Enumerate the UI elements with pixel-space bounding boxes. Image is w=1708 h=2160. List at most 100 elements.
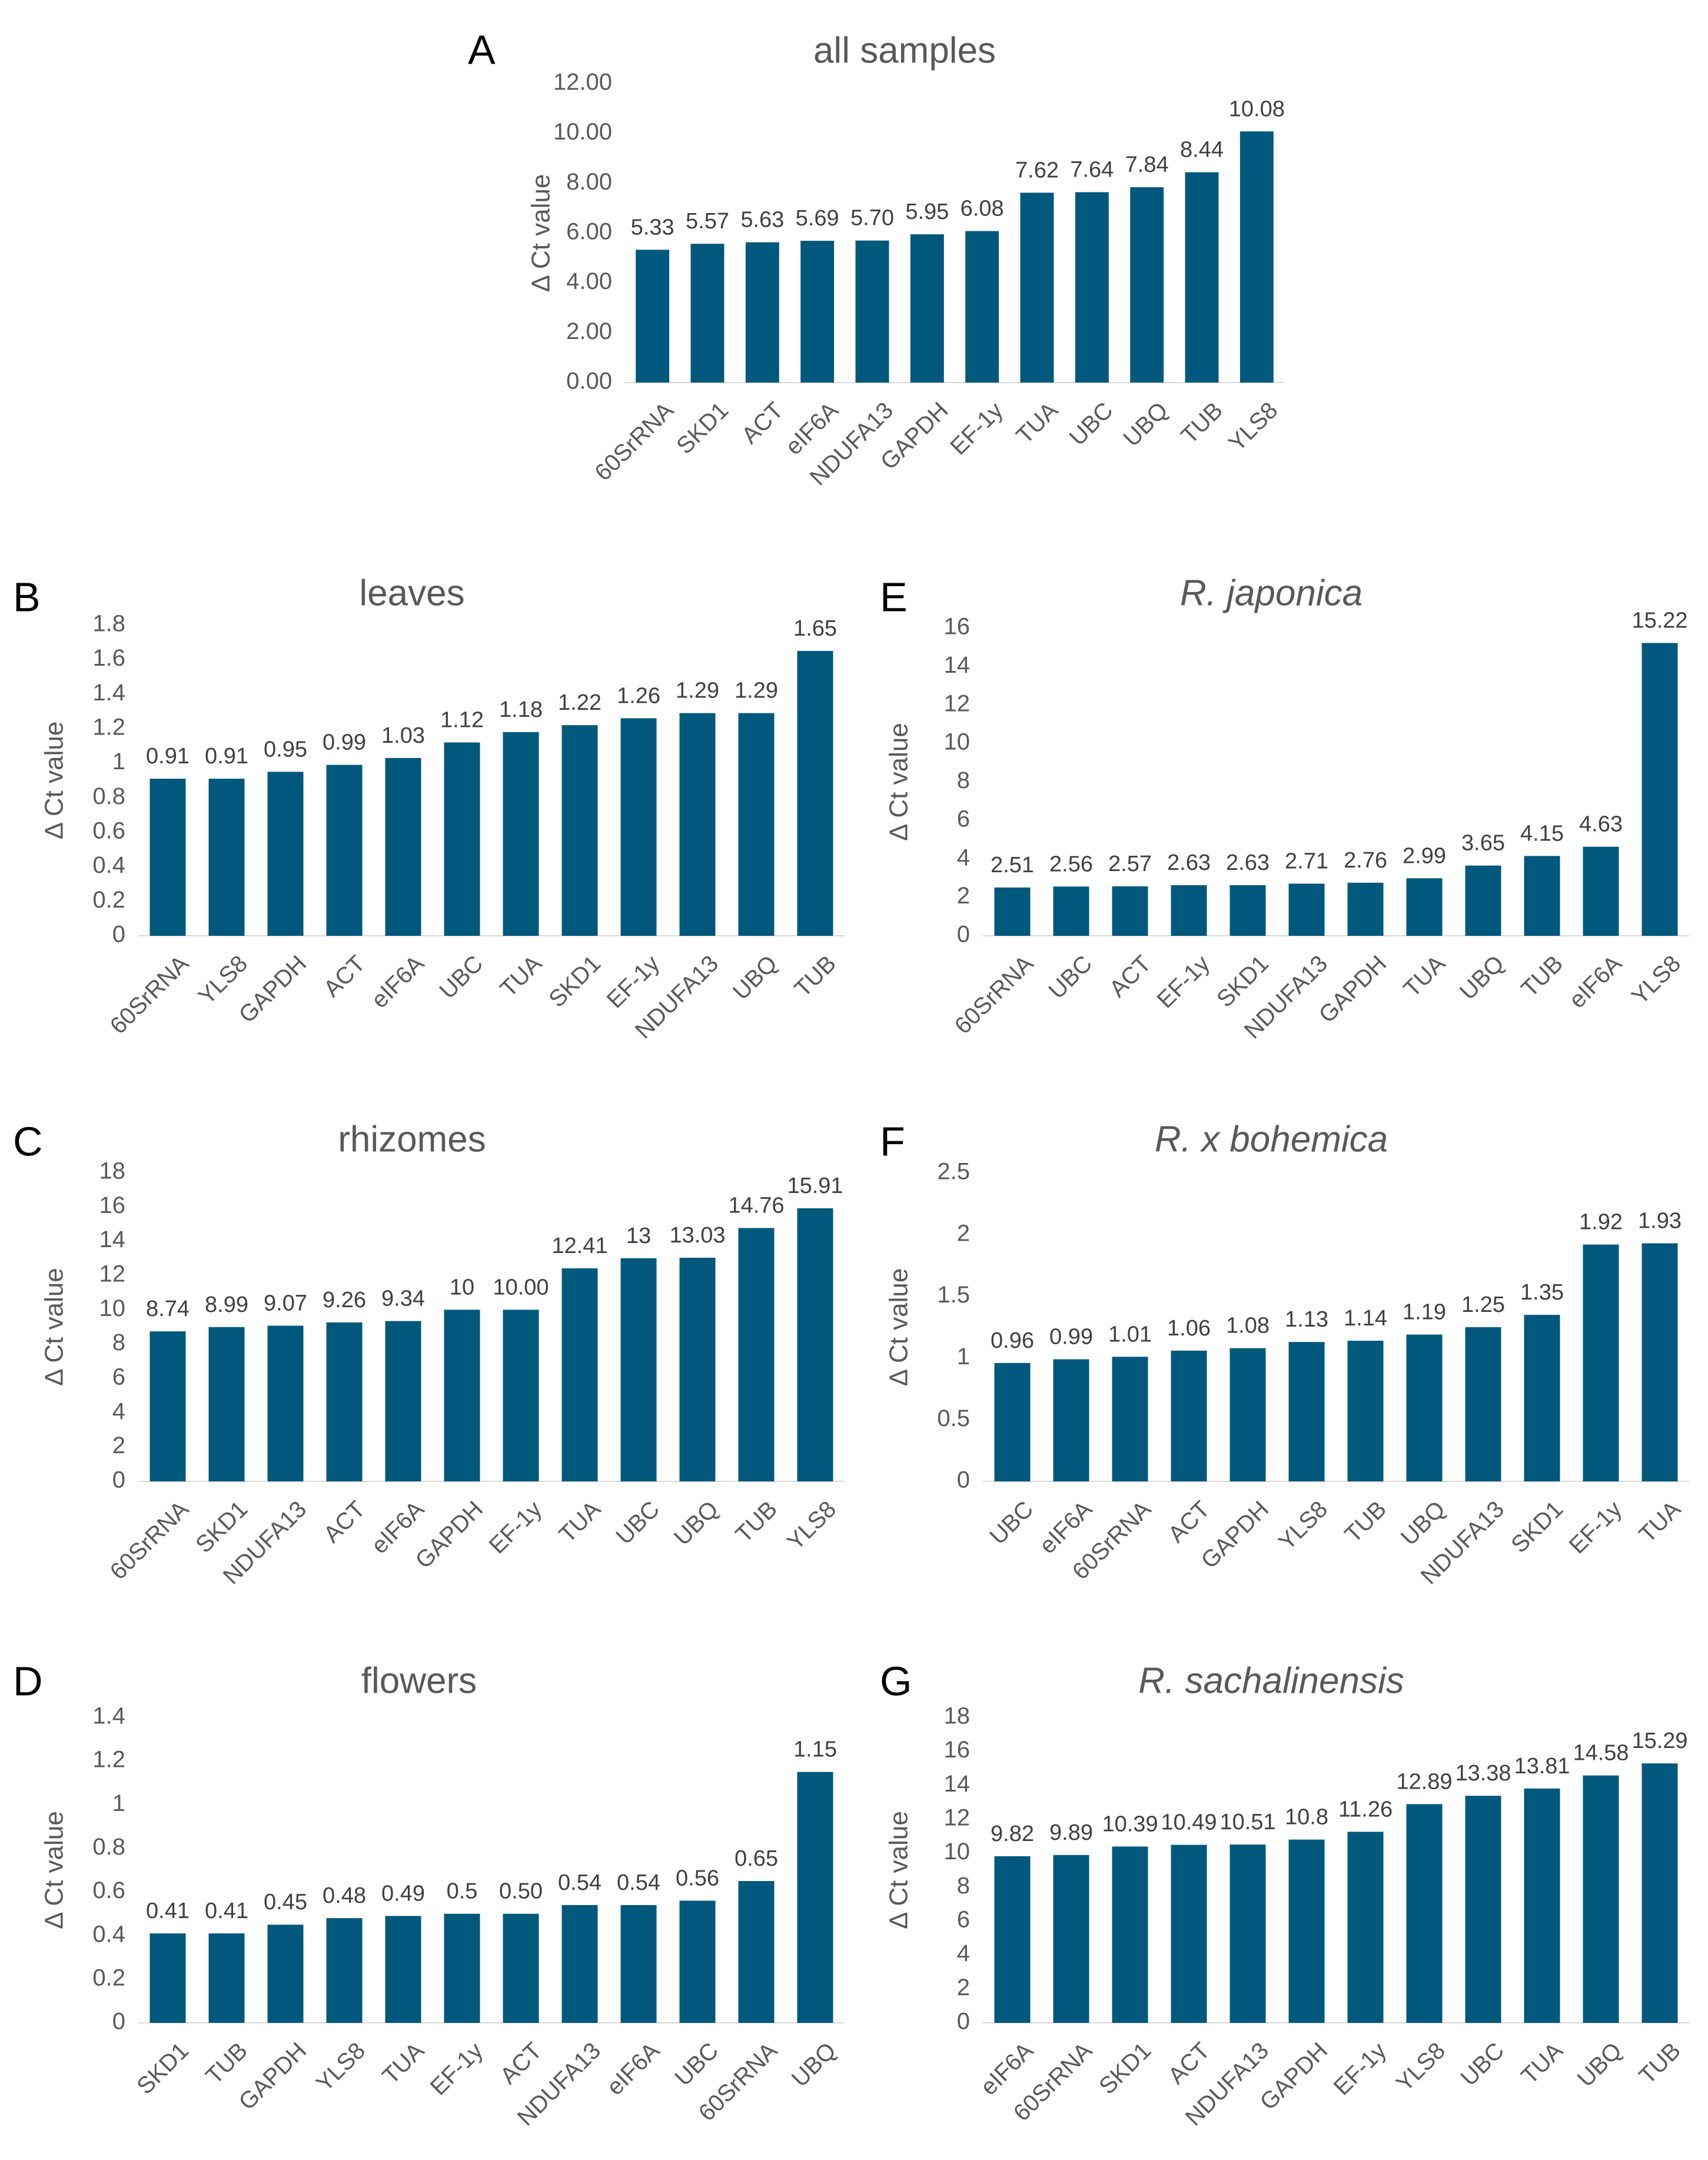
data-label: 5.95 <box>905 200 949 224</box>
bar-60srrna <box>1112 1357 1148 1481</box>
data-label: 0.5 <box>447 1879 478 1904</box>
bar-ndufa13 <box>267 1325 304 1481</box>
y-tick-label: 0 <box>957 1467 970 1493</box>
x-tick-label: TUA <box>1398 951 1450 1002</box>
data-label: 0.91 <box>146 744 190 769</box>
data-label: 13.03 <box>669 1223 725 1248</box>
data-label: 1.65 <box>793 616 837 641</box>
chart-panel-f: F R. x bohemica Δ Ct value 0 0.5 1 1.5 2 2.5 0.96… <box>880 1118 1689 1589</box>
y-tick-label: 10.00 <box>553 119 612 145</box>
y-tick-label: 4 <box>957 1940 970 1966</box>
x-tick-label: EF-1y <box>945 397 1008 460</box>
chart-title: flowers <box>361 1660 477 1701</box>
y-tick-label: 10 <box>944 729 971 755</box>
x-tick-label: UBQ <box>1118 397 1172 451</box>
data-label: 0.49 <box>381 1881 425 1906</box>
y-tick-label: 0.5 <box>937 1405 970 1431</box>
y-tick-label: 1 <box>112 1790 125 1816</box>
bar-ubq <box>797 1772 833 2023</box>
x-tick-label: ACT <box>1104 951 1156 1002</box>
bar-skd1 <box>208 1327 245 1481</box>
bar-yls8 <box>326 1918 363 2023</box>
x-tick-label: TUB <box>1516 951 1568 1002</box>
x-tick-label: TUA <box>377 2038 429 2089</box>
x-tick-label: UBC <box>611 1496 664 1550</box>
y-tick-label: 4 <box>957 845 970 870</box>
y-tick-label: 0 <box>112 1467 125 1493</box>
data-label: 0.65 <box>735 1846 778 1871</box>
y-tick-label: 6.00 <box>566 219 612 245</box>
y-axis-label: Δ Ct value <box>40 1268 69 1386</box>
data-label: 15.22 <box>1631 608 1687 633</box>
data-label: 1.14 <box>1344 1306 1387 1331</box>
bar-gapdh <box>267 772 304 936</box>
data-label: 0.45 <box>264 1890 307 1915</box>
x-tick-label: TUB <box>201 2038 252 2089</box>
y-tick-label: 12 <box>944 1805 971 1831</box>
data-label: 10.49 <box>1161 1810 1217 1835</box>
y-tick-label: 2 <box>112 1433 125 1458</box>
y-tick-label: 16 <box>944 1737 971 1763</box>
bar-ef-1y <box>620 718 657 936</box>
bar-tua <box>503 732 539 936</box>
data-label: 1.19 <box>1403 1300 1446 1325</box>
x-tick-label: YLS8 <box>1274 1496 1332 1555</box>
bar-tub <box>1185 172 1219 383</box>
y-tick-label: 1.2 <box>92 715 125 740</box>
x-tick-label: YLS8 <box>1391 2038 1450 2096</box>
bar-yls8 <box>797 1208 833 1481</box>
data-label: 1.01 <box>1108 1322 1152 1347</box>
y-tick-label: 6 <box>957 806 970 832</box>
x-tick-label: eIF6A <box>602 2038 665 2101</box>
bar-ubq <box>738 713 775 936</box>
y-tick-label: 2 <box>957 883 970 909</box>
y-tick-label: 1.2 <box>92 1747 125 1773</box>
data-label: 0.41 <box>205 1899 248 1923</box>
y-tick-label: 0.6 <box>92 1877 125 1903</box>
data-label: 10.39 <box>1102 1812 1158 1836</box>
data-label: 15.29 <box>1631 1729 1687 1753</box>
bar-yls8 <box>1288 1342 1325 1481</box>
x-tick-label: eIF6A <box>1564 951 1627 1013</box>
data-label: 0.99 <box>1049 1324 1093 1349</box>
data-label: 2.63 <box>1226 850 1270 875</box>
y-axis-label: Δ Ct value <box>885 1268 913 1387</box>
bar-60srrna <box>636 250 670 383</box>
y-tick-label: 8.00 <box>566 169 612 195</box>
panel-letter: F <box>880 1118 905 1164</box>
bar-skd1 <box>690 244 725 383</box>
x-tick-label: UBQ <box>787 2038 841 2092</box>
bar-ndufa13 <box>1465 1327 1501 1481</box>
data-label: 5.57 <box>686 209 729 234</box>
data-label: 1.06 <box>1167 1316 1211 1341</box>
bar-ubc <box>1075 192 1109 383</box>
bar-ndufa13 <box>679 713 716 936</box>
x-tick-label: SKD1 <box>544 951 606 1012</box>
y-tick-label: 14 <box>944 652 971 678</box>
data-label: 7.62 <box>1015 158 1059 182</box>
data-label: 8.44 <box>1180 138 1224 162</box>
bar-ndufa13 <box>1230 1844 1266 2023</box>
x-tick-label: EF-1y <box>484 1496 547 1559</box>
bar-act <box>326 765 363 936</box>
bar-gapdh <box>267 1925 304 2023</box>
data-label: 0.95 <box>264 737 307 762</box>
y-tick-label: 0 <box>112 2009 125 2035</box>
y-tick-label: 8 <box>957 767 970 793</box>
y-tick-label: 18 <box>99 1158 126 1184</box>
x-tick-label: TUA <box>1011 397 1063 449</box>
y-tick-label: 12 <box>944 690 971 716</box>
y-tick-label: 1 <box>112 749 125 775</box>
bar-eif6a <box>385 1321 421 1481</box>
bar-eif6a <box>385 757 421 936</box>
x-tick-label: UBQ <box>1396 1496 1450 1550</box>
x-tick-label: 60SrRNA <box>105 1496 194 1585</box>
bar-gapdh <box>1230 1348 1266 1481</box>
bar-ef-1y <box>965 231 999 383</box>
x-tick-label: UBQ <box>1455 951 1509 1005</box>
x-tick-label: UBQ <box>669 1496 723 1550</box>
x-tick-label: 60SrRNA <box>105 951 194 1039</box>
chart-title: R. japonica <box>1180 573 1363 613</box>
bar-tub <box>738 1228 775 1481</box>
